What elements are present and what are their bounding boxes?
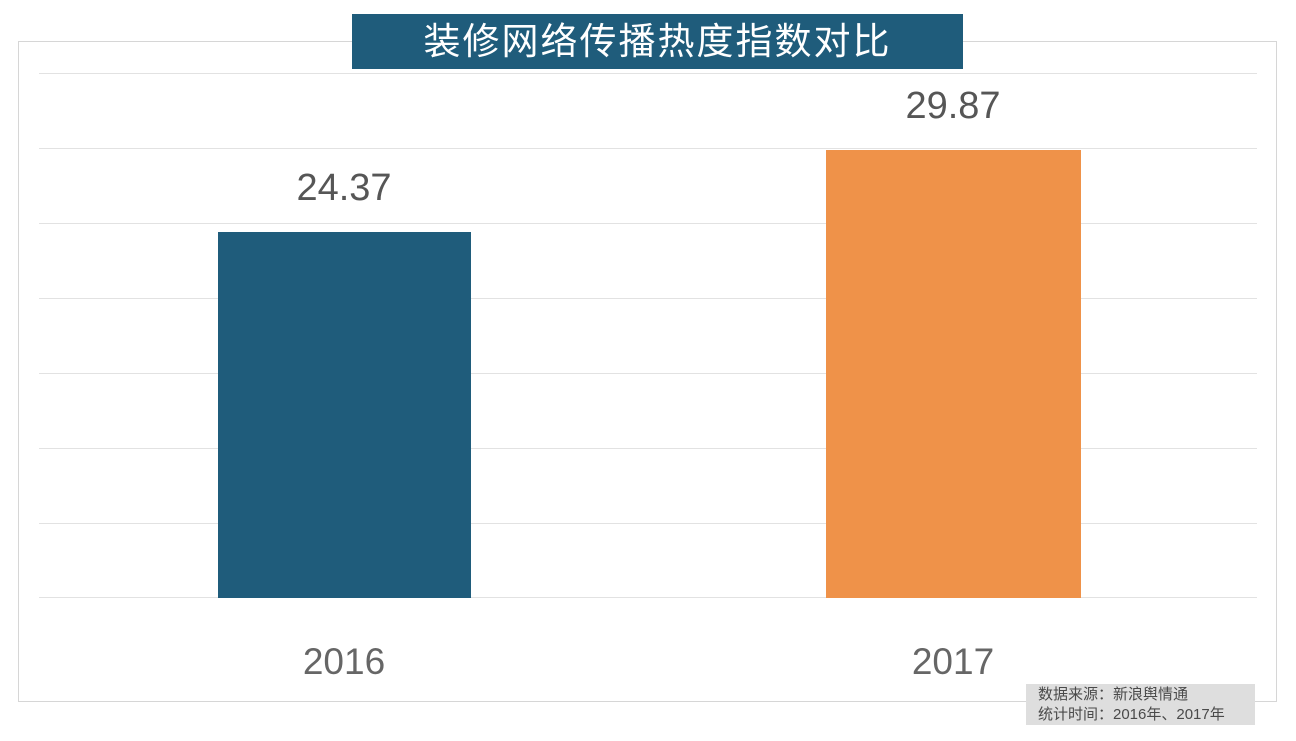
gridline-20: [39, 298, 1257, 299]
footnote-box: 数据来源：新浪舆情通 统计时间：2016年、2017年: [1026, 684, 1255, 725]
value-label-2017: 29.87: [905, 85, 1001, 127]
gridline-25: [39, 223, 1257, 224]
gridline-35: [39, 73, 1257, 74]
gridline-5: [39, 523, 1257, 524]
gridline-15: [39, 373, 1257, 374]
gridline-0: [39, 597, 1257, 598]
bar-2016: [218, 232, 471, 598]
gridline-30: [39, 148, 1257, 149]
value-label-2016: 24.37: [296, 167, 392, 209]
category-label-2016: 2016: [302, 641, 386, 682]
footnote-source: 数据来源：新浪舆情通: [1038, 686, 1189, 703]
category-label-2017: 2017: [911, 641, 995, 682]
chart-title: 装修网络传播热度指数对比: [352, 14, 963, 69]
gridline-10: [39, 448, 1257, 449]
footnote-period: 统计时间：2016年、2017年: [1038, 706, 1225, 723]
bar-2017: [826, 150, 1081, 598]
plot-area: 24.37 29.87: [39, 73, 1257, 598]
